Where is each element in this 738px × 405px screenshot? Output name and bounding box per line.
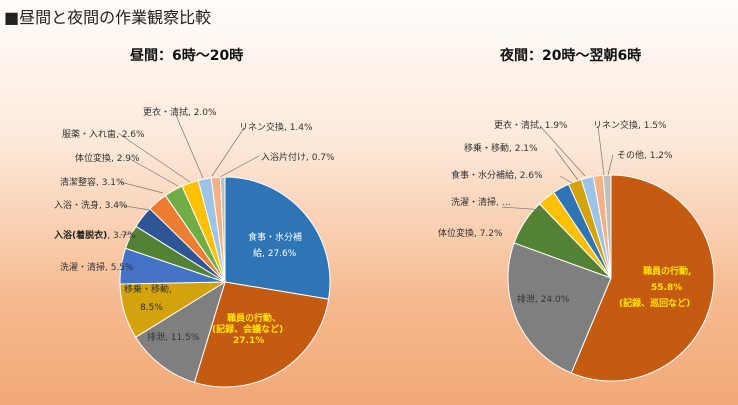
day-label-staff-1: 職員の行動、 bbox=[227, 312, 281, 324]
day-label-change: 更衣・清拭, 2.0% bbox=[143, 106, 217, 118]
night-label-staff-3: (記録、巡回など) bbox=[619, 297, 690, 309]
day-label-meal-1: 食事・水分補 bbox=[248, 231, 302, 243]
day-label-transfer-1: 移乗・移動, bbox=[124, 283, 172, 295]
night-label-change: 更衣・清拭, 1.9% bbox=[494, 119, 568, 131]
day-label-linen: リネン交換, 1.4% bbox=[239, 121, 313, 133]
leader-line-1 bbox=[117, 132, 191, 183]
night-label-staff-1: 職員の行動, bbox=[643, 265, 691, 277]
day-label-bath-wash: 入浴・洗身, 3.4% bbox=[54, 199, 128, 211]
leader-line-5 bbox=[119, 232, 139, 236]
day-label-bath-dress: 入浴(着脱衣), 3.7% bbox=[53, 229, 136, 241]
night-slice-8 bbox=[602, 174, 612, 279]
night-label-other: その他, 1.2% bbox=[617, 149, 673, 161]
day-label-bath-clean: 入浴片付け, 0.7% bbox=[261, 151, 335, 163]
day-pie bbox=[119, 176, 331, 388]
leader-line-7 bbox=[219, 155, 260, 178]
night-label-position: 体位変換, 7.2% bbox=[438, 227, 503, 239]
day-chart-title: 昼間：6時〜20時 bbox=[130, 48, 244, 64]
night-pie bbox=[507, 174, 715, 382]
day-label-groom: 清潔整容, 3.1% bbox=[60, 176, 125, 188]
night-label-transfer: 移乗・移動, 2.1% bbox=[464, 142, 538, 154]
day-label-staff-3: 27.1% bbox=[233, 336, 264, 346]
leader-line-3 bbox=[119, 181, 164, 194]
leader-line-0 bbox=[174, 112, 204, 179]
night-label-laundry: 洗濯・清掃, … bbox=[451, 196, 511, 208]
day-label-staff-2: (記録、会議など) bbox=[212, 323, 283, 335]
day-label-meds: 服薬・入れ歯, 2.6% bbox=[62, 128, 145, 140]
leader-line-6 bbox=[211, 127, 245, 177]
night-label-toilet: 排泄, 24.0% bbox=[517, 293, 570, 305]
page-title: ■昼間と夜間の作業観察比較 bbox=[4, 8, 212, 27]
leader-line-13 bbox=[501, 206, 546, 211]
leader-line-2 bbox=[129, 158, 179, 187]
night-chart-title: 夜間：20時〜翌朝6時 bbox=[500, 48, 642, 64]
night-label-staff-2: 55.8% bbox=[651, 283, 682, 293]
day-slice-1 bbox=[193, 281, 330, 388]
day-label-meal-2: 給, 27.6% bbox=[253, 247, 297, 259]
leader-lines bbox=[117, 112, 614, 236]
day-label-toilet: 排泄, 11.5% bbox=[147, 331, 200, 343]
day-label-position: 体位変換, 2.9% bbox=[75, 152, 140, 164]
day-slice-0 bbox=[224, 176, 331, 300]
leader-line-8 bbox=[539, 125, 586, 177]
day-label-laundry: 洗濯・清掃, 5.5% bbox=[60, 261, 134, 273]
leader-line-11 bbox=[597, 125, 605, 176]
day-slice-2 bbox=[134, 280, 226, 384]
night-label-meal: 食事・水分補給, 2.6% bbox=[451, 169, 543, 181]
night-slice-0 bbox=[570, 174, 715, 382]
leader-line-12 bbox=[607, 154, 614, 176]
leader-line-9 bbox=[554, 148, 579, 181]
night-slice-1 bbox=[507, 242, 612, 374]
day-label-transfer-2: 8.5% bbox=[140, 303, 163, 313]
leader-line-10 bbox=[559, 175, 573, 184]
leader-line-4 bbox=[117, 204, 151, 211]
night-label-linen: リネン交換, 1.5% bbox=[593, 119, 667, 131]
